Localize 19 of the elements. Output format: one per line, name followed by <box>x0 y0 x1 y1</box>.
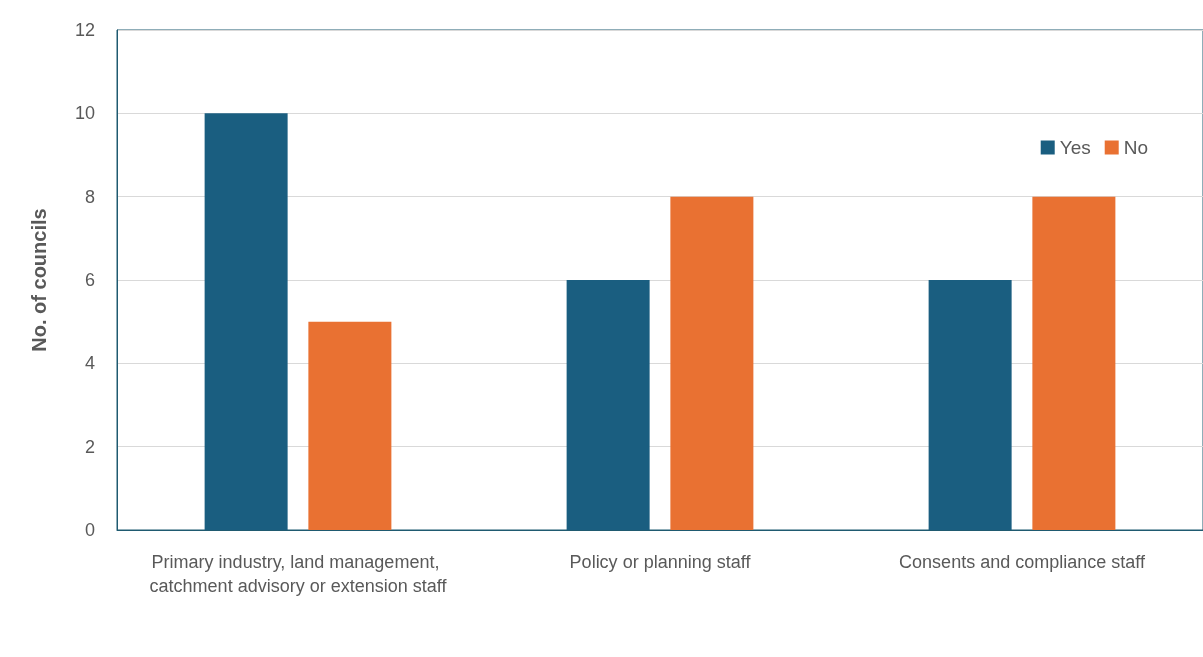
y-tick-label: 6 <box>84 270 95 290</box>
legend-label: Yes <box>1059 137 1091 158</box>
bar <box>928 280 1012 530</box>
x-tick-label: Primary industry, land management, catchment advisory or extension staff <box>149 552 448 596</box>
y-tick-label: 4 <box>84 353 95 374</box>
y-tick-label: 12 <box>74 20 95 40</box>
bar <box>1032 196 1116 530</box>
bar <box>566 280 650 530</box>
x-tick-label: Consents and compliance staff <box>899 552 1146 572</box>
y-tick-label: 8 <box>84 186 95 207</box>
bar <box>204 113 288 530</box>
x-tick-label: Policy or planning staff <box>569 552 752 572</box>
bar <box>670 196 754 530</box>
y-tick-label: 10 <box>74 103 95 124</box>
y-tick-label: 0 <box>84 520 95 540</box>
y-axis-title: No. of councils <box>28 208 50 352</box>
y-tick-label: 2 <box>84 436 95 457</box>
legend-label: No <box>1123 137 1149 158</box>
bar <box>308 321 392 530</box>
